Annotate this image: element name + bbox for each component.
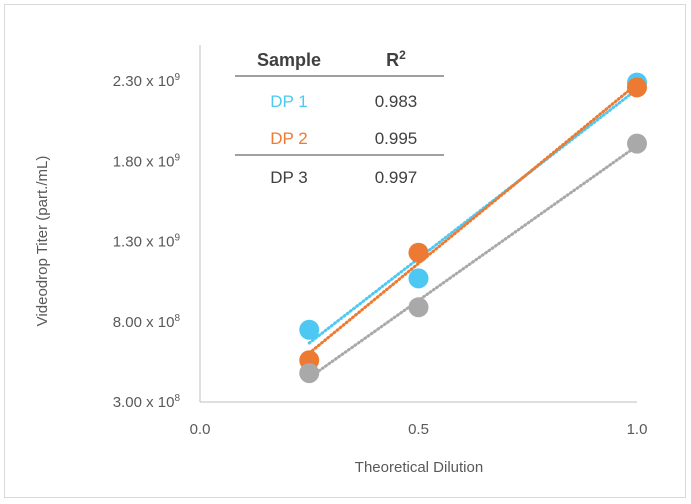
point-dp-2 (627, 77, 647, 98)
point-dp-3 (408, 297, 429, 318)
point-dp-1 (299, 319, 320, 340)
point-dp-2 (408, 242, 429, 263)
y-tick-label: 1.30 x 109 (113, 233, 181, 251)
y-tick-labels: 3.00 x 108 8.00 x 108 1.30 x 109 1.80 x 109… (113, 72, 181, 411)
x-axis-title: Theoretical Dilution (355, 459, 483, 476)
table-r2-cell: 0.997 (375, 168, 418, 187)
table-sample-cell: DP 3 (270, 168, 308, 187)
y-tick-label: 8.00 x 108 (113, 313, 181, 331)
y-tick-label: 2.30 x 109 (113, 72, 181, 90)
point-dp-3 (299, 363, 320, 384)
y-axis-title: Videodrop Titer (part./mL) (34, 156, 51, 327)
table-header-sample: Sample (257, 50, 321, 70)
point-dp-1 (408, 268, 429, 289)
y-tick-label: 3.00 x 108 (113, 393, 181, 411)
x-tick-label: 0.0 (190, 421, 211, 438)
point-dp-3 (627, 133, 647, 154)
trendlines (307, 82, 639, 380)
data-points (299, 72, 647, 384)
trendline-dp-1 (307, 87, 639, 345)
x-tick-label: 1.0 (627, 421, 648, 438)
table-r2-cell: 0.983 (375, 92, 418, 111)
table-r2-cell: 0.995 (375, 129, 418, 148)
table-sample-cell: DP 2 (270, 129, 308, 148)
trendline-dp-2 (307, 82, 639, 355)
table-header-r2: R2 (386, 48, 406, 70)
x-tick-label: 0.5 (408, 421, 429, 438)
trendline-dp-3 (307, 144, 639, 380)
chart-frame (4, 4, 686, 498)
table-sample-cell: DP 1 (270, 92, 308, 111)
x-tick-labels: 0.0 0.5 1.0 (190, 421, 648, 438)
y-tick-label: 1.80 x 109 (113, 152, 181, 170)
r-squared-table: Sample R2 DP 1 0.983 DP 2 0.995 DP 3 0.997 (235, 48, 444, 187)
axes (199, 45, 637, 403)
